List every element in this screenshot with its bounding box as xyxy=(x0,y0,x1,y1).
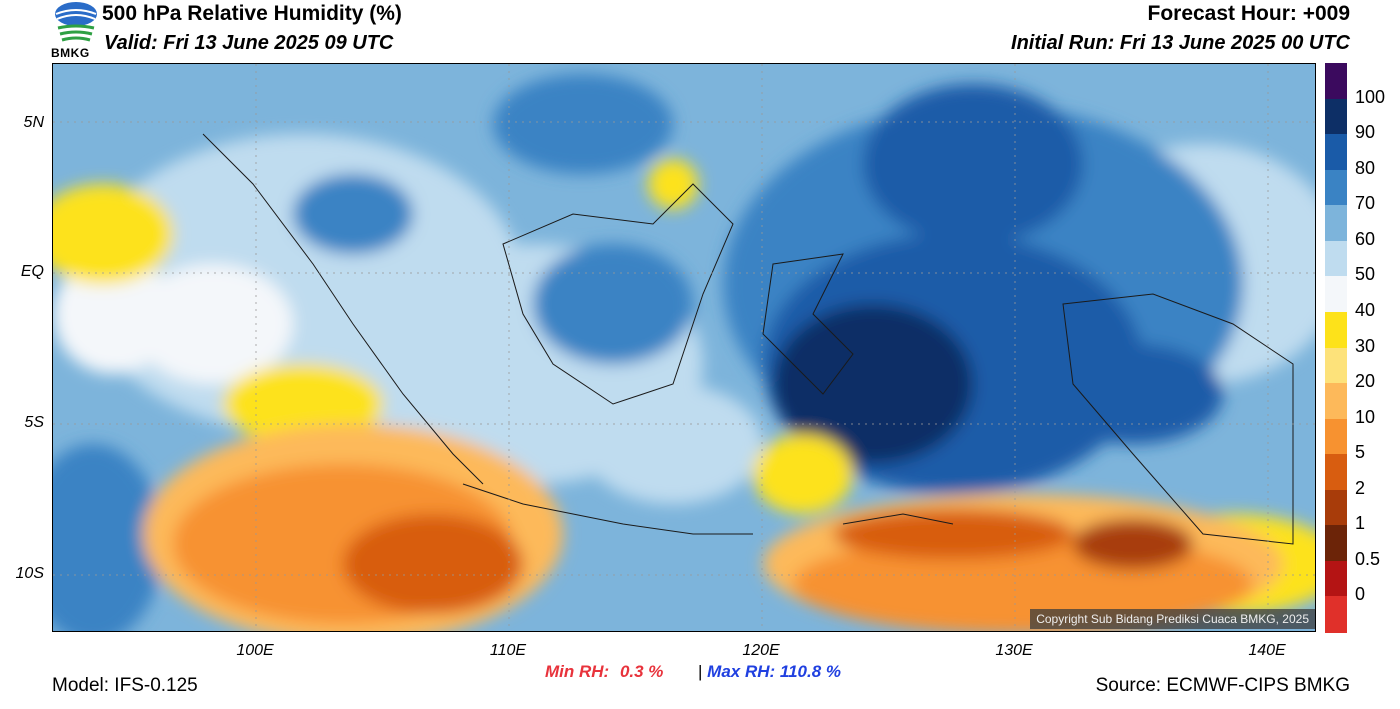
borneo-coast xyxy=(502,183,734,405)
colorbar-segment xyxy=(1325,98,1347,135)
colorbar-segment xyxy=(1325,169,1347,206)
colorbar-label: 10 xyxy=(1355,406,1376,427)
max-rh: | Max RH: 110.8 % xyxy=(698,662,841,682)
logo-text: BMKG xyxy=(51,46,90,60)
source-label: Source: ECMWF-CIPS BMKG xyxy=(1095,675,1350,696)
colorbar-segment xyxy=(1325,454,1347,491)
colorbar-label: 60 xyxy=(1355,228,1376,249)
colorbar-label: 50 xyxy=(1355,264,1376,285)
lon-label-120e: 120E xyxy=(742,642,780,659)
lon-label-130e: 130E xyxy=(995,642,1033,659)
colorbar-segment xyxy=(1325,489,1347,526)
colorbar-label: 40 xyxy=(1355,299,1376,320)
lat-label-5n: 5N xyxy=(23,114,44,131)
lon-label-100e: 100E xyxy=(236,642,274,659)
colorbar-label: 0.5 xyxy=(1355,548,1381,569)
stats-separator: | xyxy=(698,662,703,681)
colorbar-label: 100 xyxy=(1355,86,1386,107)
colorbar-segment xyxy=(1325,311,1347,348)
copyright-note: Copyright Sub Bidang Prediksi Cuaca BMKG… xyxy=(1030,609,1315,629)
max-rh-value: 110.8 % xyxy=(779,662,842,681)
colorbar-label: 5 xyxy=(1355,442,1366,463)
graticule xyxy=(53,64,1315,631)
sumatra-coast xyxy=(202,133,484,485)
java-coast xyxy=(462,483,753,535)
min-rh: Min RH: 0.3 % xyxy=(545,662,663,682)
colorbar-label: 1 xyxy=(1355,513,1366,534)
nusa-tenggara-coast xyxy=(842,513,954,525)
lon-label-140e: 140E xyxy=(1248,642,1286,659)
min-rh-value: 0.3 % xyxy=(619,662,664,681)
colorbar-segment xyxy=(1325,240,1347,277)
map-canvas xyxy=(53,64,1315,631)
colorbar-segment xyxy=(1325,205,1347,242)
lon-label-110e: 110E xyxy=(489,642,527,659)
colorbar-segment xyxy=(1325,525,1347,562)
min-rh-label: Min RH: xyxy=(545,662,610,681)
initial-run: Initial Run: Fri 13 June 2025 00 UTC xyxy=(1011,32,1350,54)
colorbar-label: 90 xyxy=(1355,122,1376,143)
colorbar-segment xyxy=(1325,383,1347,420)
colorbar-segment xyxy=(1325,276,1347,313)
colorbar-label: 70 xyxy=(1355,193,1376,214)
colorbar-segment xyxy=(1325,418,1347,455)
colorbar-segment xyxy=(1325,134,1347,171)
colorbar-label: 30 xyxy=(1355,335,1376,356)
colorbar-label: 2 xyxy=(1355,477,1366,498)
colorbar-label: 20 xyxy=(1355,371,1376,392)
lat-label-5s: 5S xyxy=(24,414,44,431)
colorbar xyxy=(1325,63,1347,633)
lat-label-10s: 10S xyxy=(15,565,44,582)
colorbar-segment xyxy=(1325,347,1347,384)
max-rh-label: Max RH: xyxy=(707,662,776,681)
papua-coast xyxy=(1062,293,1294,545)
humidity-map[interactable]: Copyright Sub Bidang Prediksi Cuaca BMKG… xyxy=(52,63,1316,632)
map-title: 500 hPa Relative Humidity (%) xyxy=(102,2,402,25)
colorbar-segment xyxy=(1325,560,1347,597)
colorbar-label: 0 xyxy=(1355,584,1366,605)
lat-label-eq: EQ xyxy=(20,263,44,280)
forecast-hour: Forecast Hour: +009 xyxy=(1147,2,1351,25)
bmkg-logo xyxy=(52,0,100,60)
colorbar-label: 80 xyxy=(1355,157,1376,178)
valid-time: Valid: Fri 13 June 2025 09 UTC xyxy=(104,32,394,54)
colorbar-segment xyxy=(1325,596,1347,633)
sulawesi-coast xyxy=(762,253,854,395)
model-label: Model: IFS-0.125 xyxy=(52,675,198,696)
colorbar-segment xyxy=(1325,63,1347,100)
